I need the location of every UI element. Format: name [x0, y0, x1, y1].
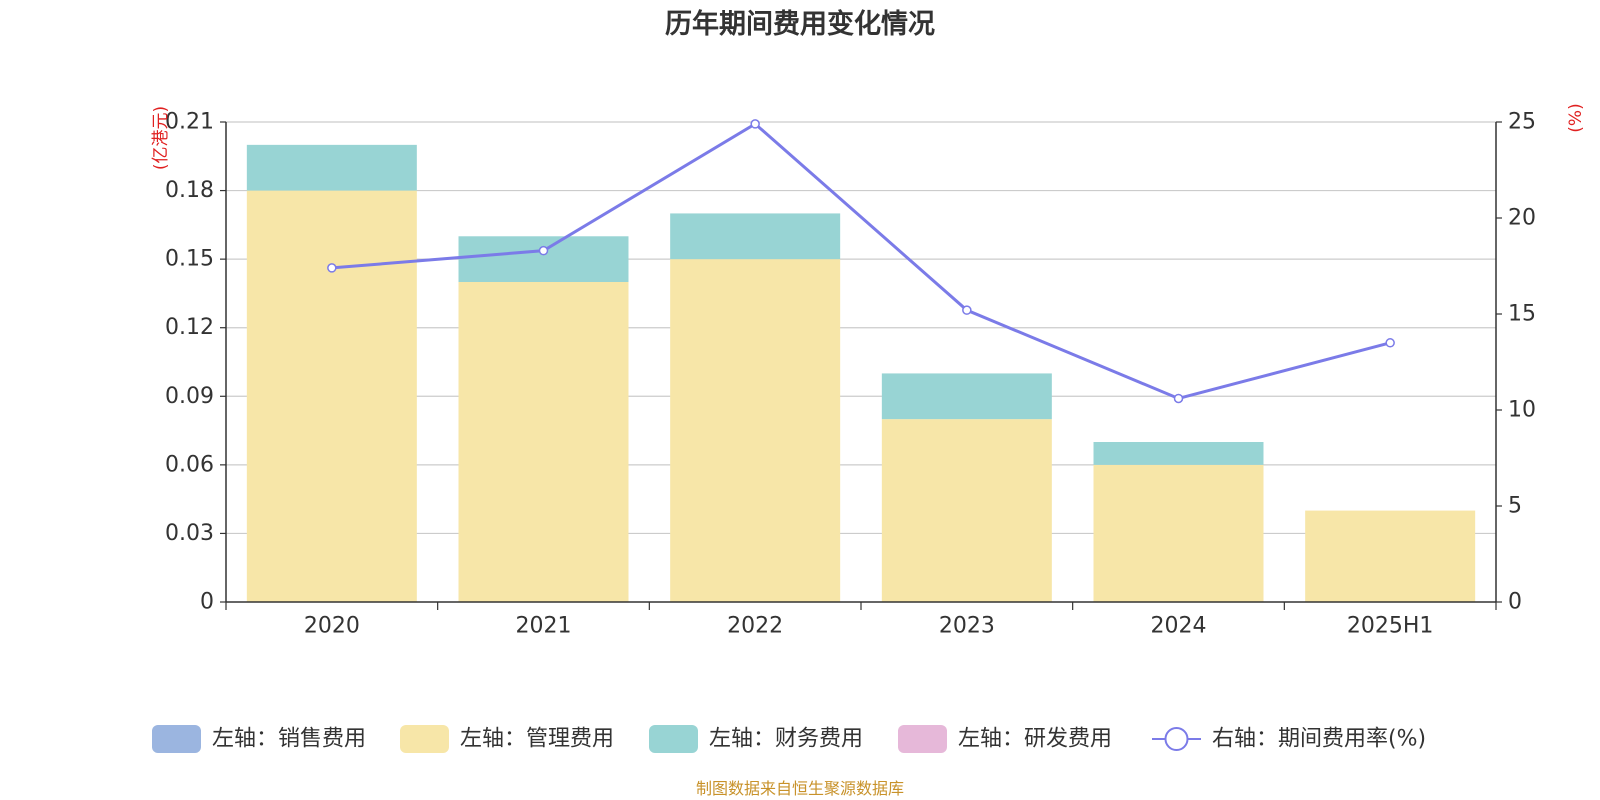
rate-point	[962, 305, 972, 315]
chart-title: 历年期间费用变化情况	[665, 8, 935, 40]
legend-label: 左轴：销售费用	[212, 727, 366, 752]
rate-point	[538, 245, 549, 256]
left-tick-label: 0.12	[165, 315, 214, 340]
bar-segment	[881, 419, 1052, 602]
right-tick-label: 25	[1508, 110, 1536, 135]
legend-swatch	[400, 725, 449, 753]
right-tick-label: 0	[1508, 590, 1522, 615]
x-tick-label: 2023	[939, 614, 995, 639]
legend-swatch	[898, 725, 947, 753]
x-tick-label: 2024	[1151, 614, 1207, 639]
legend-label: 左轴：管理费用	[460, 727, 614, 752]
right-tick-label: 20	[1508, 206, 1536, 231]
bar-segment	[1093, 442, 1264, 465]
right-axis-unit: (%)	[1566, 103, 1586, 132]
legend-label: 左轴：财务费用	[709, 727, 863, 752]
legend-swatch	[152, 725, 201, 753]
bar-segment	[881, 373, 1052, 420]
left-tick-label: 0.21	[165, 110, 214, 135]
rate-point	[1173, 393, 1184, 404]
left-tick-label: 0.06	[165, 452, 214, 477]
x-tick-label: 2022	[727, 614, 783, 639]
legend-swatch	[649, 725, 698, 753]
source-note: 制图数据来自恒生聚源数据库	[696, 779, 904, 798]
right-tick-label: 5	[1508, 494, 1522, 519]
left-tick-label: 0.15	[165, 247, 214, 272]
bar-segment	[1305, 510, 1476, 602]
bar-segment	[458, 282, 629, 602]
rate-point	[750, 119, 760, 129]
left-tick-label: 0.09	[165, 384, 214, 409]
axes: 0 0.03 0.06 0.09 0.12 0.15 0.18 0.21 0 5 10 15 20 25 2…	[165, 110, 1536, 639]
legend: 左轴：销售费用 左轴：管理费用 左轴：财务费用 左轴：研发费用 右轴：期间费用率(%)	[152, 725, 1426, 753]
left-tick-label: 0.03	[165, 521, 214, 546]
x-tick-label: 2020	[304, 614, 360, 639]
bar-segment	[246, 144, 417, 191]
x-tick-label: 2021	[516, 614, 572, 639]
bar-segment	[670, 259, 841, 602]
bar-segment	[670, 213, 841, 260]
rate-point	[1385, 338, 1395, 348]
legend-marker	[1164, 727, 1189, 751]
right-tick-label: 15	[1508, 302, 1536, 327]
bar-segment	[1093, 464, 1264, 602]
left-axis-unit: (亿港元)	[151, 106, 171, 170]
rate-point	[327, 263, 337, 273]
bar-segment	[458, 236, 629, 282]
left-tick-label: 0.18	[165, 178, 214, 203]
bar-segment	[246, 190, 417, 603]
bars	[246, 144, 1476, 603]
left-tick-label: 0	[200, 590, 214, 615]
right-tick-label: 10	[1508, 398, 1536, 423]
legend-label: 左轴：研发费用	[958, 727, 1112, 752]
legend-label: 右轴：期间费用率(%)	[1212, 727, 1426, 752]
x-tick-label: 2025H1	[1347, 614, 1434, 639]
rate-line	[327, 119, 1395, 404]
rate-polyline	[331, 122, 1391, 401]
